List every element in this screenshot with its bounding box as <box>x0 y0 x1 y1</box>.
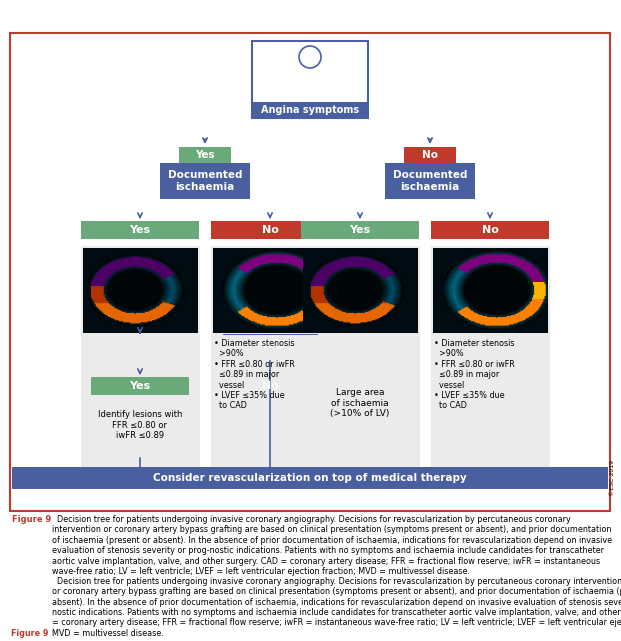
Bar <box>10 33 610 511</box>
Bar <box>252 102 368 118</box>
Text: ©ESC 2019: ©ESC 2019 <box>610 460 615 496</box>
Bar <box>12 467 608 489</box>
Bar <box>91 377 189 395</box>
Text: Identify lesions with
FFR ≤0.80 or
iwFR ≤0.89: Identify lesions with FFR ≤0.80 or iwFR … <box>98 410 182 440</box>
Text: Consider revascularization on top of medical therapy: Consider revascularization on top of med… <box>153 473 467 483</box>
Bar <box>222 334 317 356</box>
Bar <box>221 377 319 395</box>
Text: Angina symptoms: Angina symptoms <box>261 105 359 115</box>
Text: No: No <box>261 381 278 391</box>
Text: • Diameter stenosis
  >90%
• FFR ≤0.80 or iwFR
  ≤0.89 in major
  vessel
• LVEF : • Diameter stenosis >90% • FFR ≤0.80 or … <box>435 339 515 410</box>
Text: Decision tree for patients undergoing invasive coronary angiography. Decisions f: Decision tree for patients undergoing in… <box>52 515 612 576</box>
Text: No: No <box>261 225 278 235</box>
Bar <box>211 221 329 239</box>
Text: Large area
of ischaemia
(>10% of LV): Large area of ischaemia (>10% of LV) <box>330 388 390 418</box>
Bar <box>85 395 195 455</box>
Bar <box>301 221 419 239</box>
Text: No: No <box>422 150 438 160</box>
Text: • Diameter stenosis
  >90%
• FFR ≤0.80 or iwFR
  ≤0.89 in major
  vessel
• LVEF : • Diameter stenosis >90% • FFR ≤0.80 or … <box>214 339 295 410</box>
Text: Yes: Yes <box>350 225 371 235</box>
Bar <box>385 163 475 199</box>
Bar <box>430 246 550 481</box>
Bar <box>431 221 549 239</box>
Bar <box>252 41 368 118</box>
Text: Yes: Yes <box>195 150 215 160</box>
Bar <box>211 335 330 479</box>
Text: Documented
ischaemia: Documented ischaemia <box>168 171 242 192</box>
Bar <box>430 335 550 479</box>
Bar <box>211 246 330 481</box>
Text: Decision tree for patients undergoing invasive coronary angiography. Decisions f: Decision tree for patients undergoing in… <box>52 577 621 638</box>
Text: Documented
ischaemia: Documented ischaemia <box>392 171 467 192</box>
Text: No: No <box>481 225 499 235</box>
Bar <box>179 147 231 163</box>
Bar <box>301 335 420 479</box>
Bar <box>160 163 250 199</box>
Text: Yes: Yes <box>129 225 150 235</box>
Bar <box>81 246 199 481</box>
Text: Yes: Yes <box>129 381 150 391</box>
Bar <box>301 246 420 481</box>
Bar <box>404 147 456 163</box>
Text: Figure 9: Figure 9 <box>12 515 52 524</box>
Text: Figure 9: Figure 9 <box>11 629 48 638</box>
Bar <box>81 221 199 239</box>
Text: MVD: MVD <box>256 340 284 350</box>
